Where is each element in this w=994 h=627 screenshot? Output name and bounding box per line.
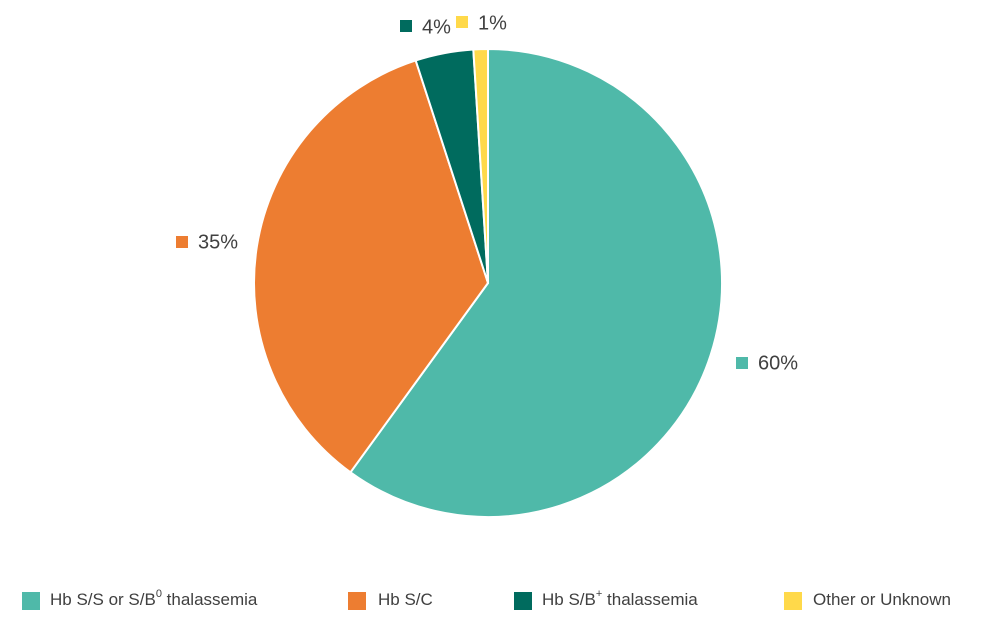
data-label: 4% bbox=[422, 16, 451, 38]
pie-slice-hb-s-c bbox=[253, 59, 489, 474]
legend-label: Hb S/C bbox=[378, 590, 433, 609]
data-label: 1% bbox=[478, 12, 507, 34]
legend-swatch bbox=[784, 592, 802, 610]
legend-swatch bbox=[348, 592, 366, 610]
legend-label: Hb S/S or S/B0 thalassemia bbox=[50, 588, 258, 610]
legend-swatch bbox=[514, 592, 532, 610]
pie-slices bbox=[253, 47, 723, 518]
pie-slice-hb-s-s-or-s-b bbox=[349, 48, 723, 518]
pie-slice-other-or-unknown bbox=[472, 47, 489, 284]
data-label-marker bbox=[400, 20, 412, 32]
legend-label: Hb S/B+ thalassemia bbox=[542, 588, 698, 610]
data-labels: 60% 35% 4% 1% bbox=[176, 12, 798, 374]
data-label: 60% bbox=[758, 352, 798, 374]
data-label-marker bbox=[176, 236, 188, 248]
legend-label: Other or Unknown bbox=[813, 590, 951, 609]
legend: Hb S/S or S/B0 thalassemia Hb S/C Hb S/B+ … bbox=[22, 588, 951, 610]
data-label-marker bbox=[456, 16, 468, 28]
legend-swatch bbox=[22, 592, 40, 610]
data-label: 35% bbox=[198, 231, 238, 253]
data-label-marker bbox=[736, 357, 748, 369]
